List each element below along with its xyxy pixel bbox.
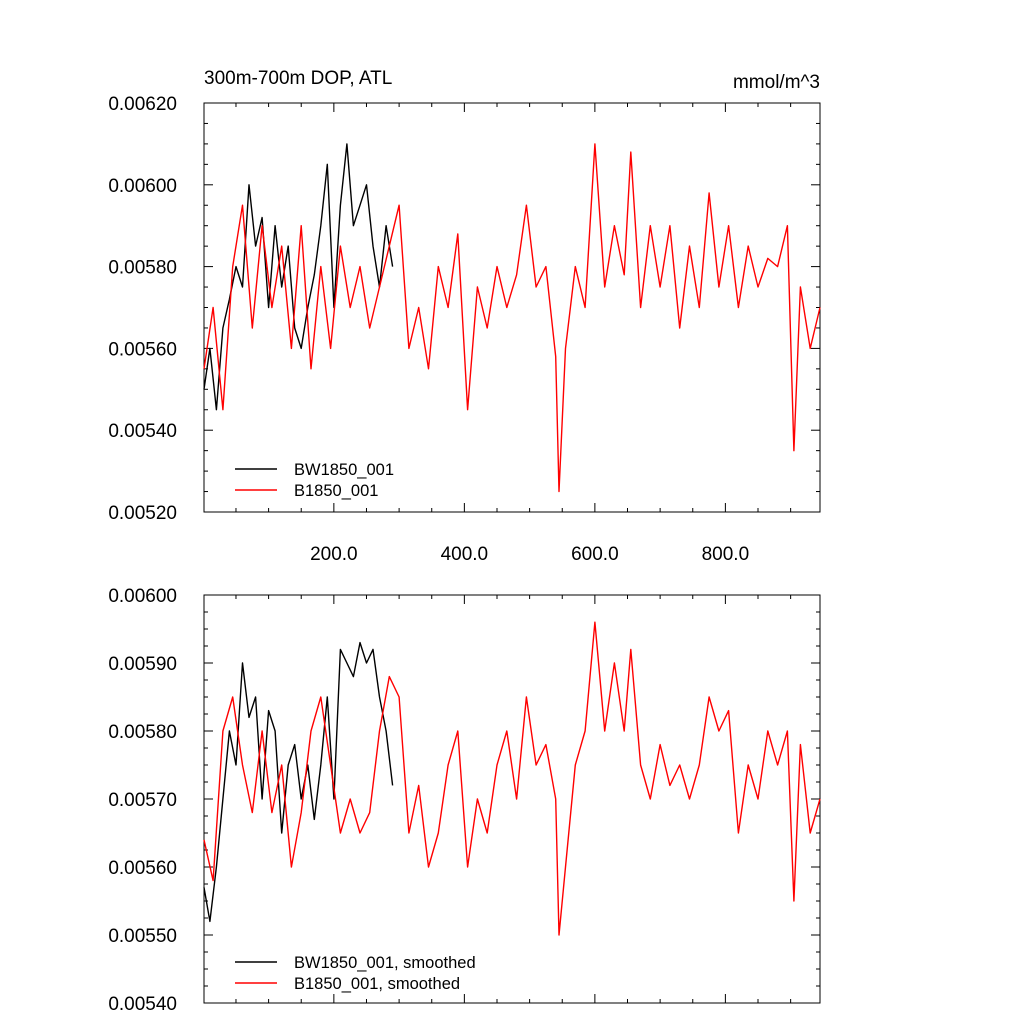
top-panel-title: 300m-700m DOP, ATL xyxy=(204,68,392,89)
y-tick-label: 0.00620 xyxy=(108,94,177,115)
top-panel: 300m-700m DOP, ATL mmol/m^3 0.00620 0.006… xyxy=(108,68,821,565)
legend-label: B1850_001 xyxy=(294,482,378,500)
y-tick-label: 0.00540 xyxy=(108,994,177,1015)
y-tick-label: 0.00570 xyxy=(108,790,177,811)
y-tick-label: 0.00600 xyxy=(108,586,177,607)
plot-frame xyxy=(203,594,821,1004)
legend-label: BW1850_001, smoothed xyxy=(294,954,476,972)
y-tick-label: 0.00580 xyxy=(108,258,177,279)
legend-label: B1850_001, smoothed xyxy=(294,975,460,993)
bottom-panel: 0.00600 0.00590 0.00580 0.00570 0.00560 0.005… xyxy=(108,586,821,1015)
plot-frame xyxy=(203,102,821,513)
x-tick-label: 400.0 xyxy=(441,544,489,565)
y-tick-label: 0.00540 xyxy=(108,421,177,442)
x-tick-label: 200.0 xyxy=(310,544,358,565)
legend-label: BW1850_001 xyxy=(294,461,394,479)
x-tick-label: 600.0 xyxy=(571,544,619,565)
y-tick-label: 0.00590 xyxy=(108,654,177,675)
y-tick-label: 0.00600 xyxy=(108,176,177,197)
top-panel-units: mmol/m^3 xyxy=(733,72,820,93)
y-tick-label: 0.00520 xyxy=(108,503,177,524)
y-tick-label: 0.00560 xyxy=(108,858,177,879)
series-line-red xyxy=(203,621,821,936)
y-tick-label: 0.00580 xyxy=(108,722,177,743)
y-tick-label: 0.00560 xyxy=(108,339,177,360)
series-line-black xyxy=(203,641,394,923)
series-line-red xyxy=(203,143,821,493)
x-tick-label: 800.0 xyxy=(702,544,750,565)
series-line-black xyxy=(203,143,394,411)
y-tick-label: 0.00550 xyxy=(108,926,177,947)
